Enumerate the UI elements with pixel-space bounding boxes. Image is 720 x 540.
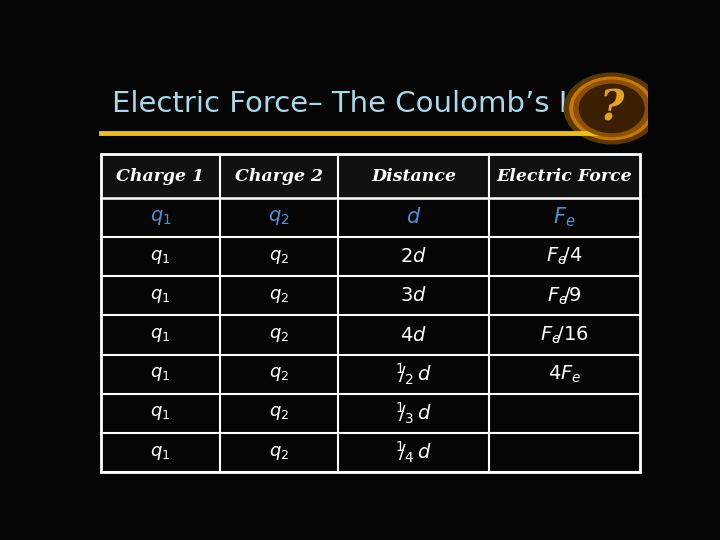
Circle shape [564,73,660,144]
Text: Charge 2: Charge 2 [235,167,323,185]
Text: $\mathit{d}$: $\mathit{d}$ [406,207,421,227]
Text: Electric Force– The Coulomb’s Law: Electric Force– The Coulomb’s Law [112,90,617,118]
Text: $\mathit{q_2}$: $\mathit{q_2}$ [269,365,289,383]
Text: $\mathit{q_2}$: $\mathit{q_2}$ [269,287,289,305]
Text: $\mathit{q_1}$: $\mathit{q_1}$ [150,326,171,344]
Text: $\mathit{F_e\!/4}$: $\mathit{F_e\!/4}$ [546,246,582,267]
Bar [101,315,639,355]
Bar [101,154,639,472]
Text: $\mathit{q_2}$: $\mathit{q_2}$ [269,248,289,266]
Text: Charge 1: Charge 1 [117,167,204,185]
Text: $\mathit{F_e}$: $\mathit{F_e}$ [553,206,575,230]
Text: Distance: Distance [371,167,456,185]
Text: $\mathit{q_2}$: $\mathit{q_2}$ [269,404,289,422]
Text: $\mathit{q_1}$: $\mathit{q_1}$ [150,404,171,422]
Text: $\mathit{q_1}$: $\mathit{q_1}$ [150,365,171,383]
Bar [101,276,639,315]
Bar [101,394,639,433]
Text: $\mathit{q_2}$: $\mathit{q_2}$ [269,326,289,344]
Text: $\mathit{q_1}$: $\mathit{q_1}$ [150,287,171,305]
Bar [101,237,639,276]
Bar [101,198,639,237]
Text: $^1\!\!/_{2}\,\mathit{d}$: $^1\!\!/_{2}\,\mathit{d}$ [395,362,432,387]
Text: $\mathit{3d}$: $\mathit{3d}$ [400,286,427,305]
Text: $\mathit{F_e\!/16}$: $\mathit{F_e\!/16}$ [540,325,589,346]
Text: $\mathit{q_2}$: $\mathit{q_2}$ [268,208,289,227]
Text: $\mathit{4F_e}$: $\mathit{4F_e}$ [547,363,581,385]
Bar [101,154,639,198]
Circle shape [580,84,644,133]
Text: $\mathit{q_1}$: $\mathit{q_1}$ [150,208,171,227]
Text: ?: ? [600,87,624,130]
Text: $^1\!\!/_{4}\,\mathit{d}$: $^1\!\!/_{4}\,\mathit{d}$ [395,440,432,465]
Text: $\mathit{q_2}$: $\mathit{q_2}$ [269,444,289,462]
Text: $^1\!\!/_{3}\,\mathit{d}$: $^1\!\!/_{3}\,\mathit{d}$ [395,401,432,426]
Circle shape [570,77,654,140]
Text: $\mathit{4d}$: $\mathit{4d}$ [400,326,427,345]
Text: $\mathit{2d}$: $\mathit{2d}$ [400,247,427,266]
Text: $\mathit{F_e\!/9}$: $\mathit{F_e\!/9}$ [547,285,582,307]
Bar [101,433,639,472]
Text: $\mathit{q_1}$: $\mathit{q_1}$ [150,444,171,462]
Circle shape [574,80,649,137]
Text: $\mathit{q_1}$: $\mathit{q_1}$ [150,248,171,266]
Text: Electric Force: Electric Force [496,167,632,185]
Bar [101,355,639,394]
